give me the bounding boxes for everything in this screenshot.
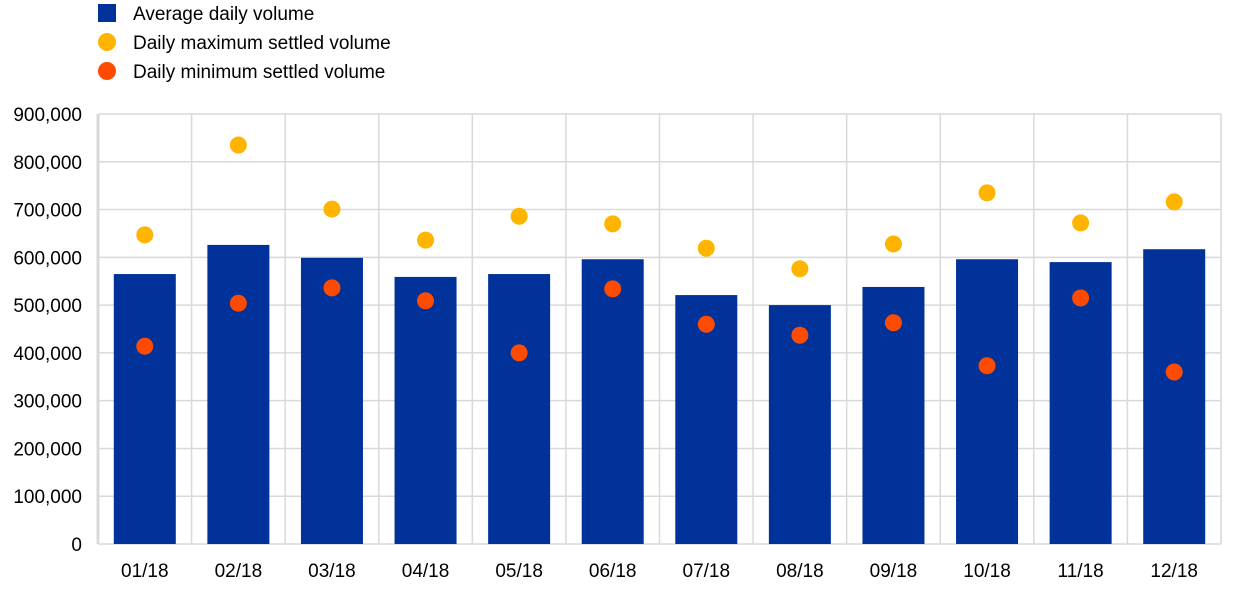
dot-daily-maximum xyxy=(604,215,622,233)
bar-average-daily-volume xyxy=(300,257,363,544)
y-axis: 0 100,000 200,000 300,000 400,000 500,000 600,… xyxy=(13,105,82,556)
x-tick-label: 09/18 xyxy=(870,561,918,582)
bar-average-daily-volume xyxy=(768,305,831,544)
bar-average-daily-volume xyxy=(488,274,551,544)
bar-average-daily-volume xyxy=(675,295,738,544)
x-tick-label: 02/18 xyxy=(215,561,263,582)
dot-daily-maximum xyxy=(510,207,528,225)
y-tick-label: 600,000 xyxy=(13,248,82,269)
x-axis: 01/18 02/18 03/18 04/18 05/18 06/18 07/18 08/18… xyxy=(121,561,1198,582)
y-tick-label: 400,000 xyxy=(13,344,82,365)
x-tick-label: 10/18 xyxy=(963,561,1011,582)
dots xyxy=(136,136,1183,381)
dot-daily-maximum xyxy=(1165,193,1183,211)
legend-label: Average daily volume xyxy=(133,4,314,25)
y-tick-label: 100,000 xyxy=(13,487,82,508)
legend-swatch-dot xyxy=(98,62,116,80)
dot-daily-minimum xyxy=(791,326,809,344)
dot-daily-minimum xyxy=(136,337,154,355)
x-tick-label: 07/18 xyxy=(683,561,731,582)
y-tick-label: 300,000 xyxy=(13,392,82,413)
dot-daily-minimum xyxy=(884,314,902,332)
bar-average-daily-volume xyxy=(956,259,1019,544)
dot-daily-minimum xyxy=(697,315,715,333)
x-tick-label: 08/18 xyxy=(776,561,824,582)
bar-average-daily-volume xyxy=(1143,249,1206,544)
y-tick-label: 200,000 xyxy=(13,439,82,460)
dot-daily-minimum xyxy=(510,344,528,362)
x-tick-label: 04/18 xyxy=(402,561,450,582)
y-tick-label: 900,000 xyxy=(13,105,82,126)
y-tick-label: 700,000 xyxy=(13,201,82,222)
dot-daily-maximum xyxy=(417,231,435,249)
grid xyxy=(96,113,1222,545)
dot-daily-maximum xyxy=(136,226,154,244)
bar-average-daily-volume xyxy=(581,259,644,544)
legend-swatch-dot xyxy=(98,33,116,51)
dot-daily-minimum xyxy=(323,279,341,297)
dot-daily-minimum xyxy=(1072,289,1090,307)
dot-daily-maximum xyxy=(323,200,341,218)
dot-daily-maximum xyxy=(229,136,247,154)
x-tick-label: 12/18 xyxy=(1150,561,1198,582)
y-tick-label: 500,000 xyxy=(13,296,82,317)
dot-daily-minimum xyxy=(604,280,622,298)
dot-daily-minimum xyxy=(229,294,247,312)
bar-average-daily-volume xyxy=(113,274,176,544)
legend-swatch-square xyxy=(98,4,116,22)
dot-daily-minimum xyxy=(417,292,435,310)
x-tick-label: 01/18 xyxy=(121,561,169,582)
bar-average-daily-volume xyxy=(207,244,270,544)
bar-average-daily-volume xyxy=(1049,262,1112,544)
dot-daily-maximum xyxy=(1072,214,1090,232)
x-tick-label: 03/18 xyxy=(308,561,356,582)
dot-daily-maximum xyxy=(697,239,715,257)
x-tick-label: 06/18 xyxy=(589,561,637,582)
x-tick-label: 11/18 xyxy=(1058,561,1104,582)
dot-daily-minimum xyxy=(978,357,996,375)
legend-label: Daily maximum settled volume xyxy=(133,33,391,54)
legend-label: Daily minimum settled volume xyxy=(133,62,385,83)
y-tick-label: 0 xyxy=(71,535,82,556)
dot-daily-maximum xyxy=(791,260,809,278)
legend: Average daily volume Daily maximum settle… xyxy=(98,4,391,83)
bar-average-daily-volume xyxy=(394,276,457,544)
dot-daily-maximum xyxy=(884,235,902,253)
bars xyxy=(113,244,1206,544)
y-tick-label: 800,000 xyxy=(13,153,82,174)
x-tick-label: 05/18 xyxy=(495,561,543,582)
dot-daily-minimum xyxy=(1165,363,1183,381)
dot-daily-maximum xyxy=(978,184,996,202)
